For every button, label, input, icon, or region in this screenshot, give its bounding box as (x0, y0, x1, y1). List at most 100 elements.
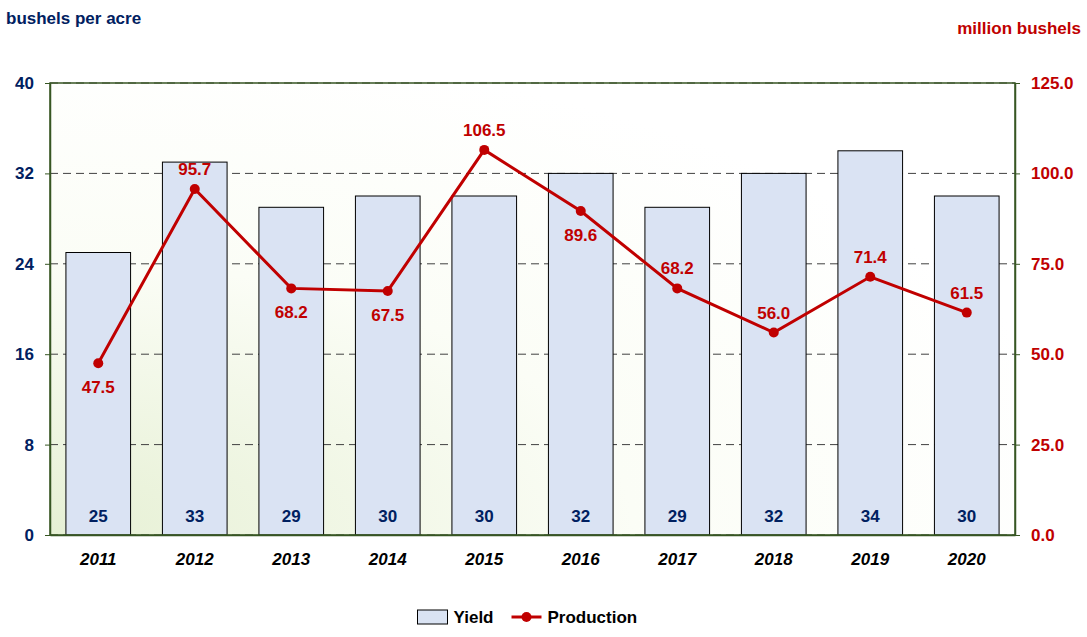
tick: 2014 (368, 535, 407, 569)
marks (66, 145, 999, 535)
tick: 0.0 (1015, 526, 1055, 545)
tick-label: 2017 (657, 550, 697, 569)
line-label: 95.7 (178, 160, 211, 179)
bar (741, 173, 806, 535)
y-axis: 0 8 16 24 32 40 (15, 74, 50, 545)
axis-line (51, 535, 1016, 537)
legend-marker (522, 612, 532, 622)
tick-label: 2015 (464, 550, 503, 569)
tick: 125.0 (1015, 74, 1074, 93)
bar (934, 196, 999, 535)
bar-label: 29 (668, 507, 687, 526)
line-label: 106.5 (463, 121, 506, 140)
marker (383, 286, 393, 296)
marker (672, 283, 682, 293)
tick: 2013 (271, 535, 310, 569)
tick: 75.0 (1015, 255, 1064, 274)
tick-label: 2020 (947, 550, 986, 569)
y2-axis: 0.0 25.0 50.0 75.0 100.0 125.0 (1015, 74, 1074, 545)
bar (838, 151, 903, 535)
grid (50, 83, 1015, 535)
plot-frame (50, 83, 1015, 535)
bar-label: 33 (185, 507, 204, 526)
tick-mark (1015, 535, 1020, 536)
line-label: 56.0 (757, 304, 790, 323)
marker (576, 206, 586, 216)
axis-line (1015, 84, 1017, 536)
tick-label: 2018 (754, 550, 793, 569)
tick-mark (45, 535, 50, 536)
line-label: 68.2 (275, 303, 308, 322)
tick-label: 2013 (271, 550, 310, 569)
tick-label: 2016 (561, 550, 600, 569)
bar (452, 196, 517, 535)
line-label: 47.5 (82, 378, 115, 397)
bar (355, 196, 420, 535)
tick-mark (1015, 83, 1020, 84)
line-label: 68.2 (661, 259, 694, 278)
tick-label: 40 (15, 74, 34, 93)
marker (769, 328, 779, 338)
tick: 2012 (175, 535, 214, 569)
tick-label: 32 (15, 164, 34, 183)
tick: 24 (15, 255, 50, 274)
legend-label: Yield (454, 608, 494, 627)
tick-label: 0.0 (1031, 526, 1055, 545)
bar (66, 253, 131, 536)
tick-mark (45, 83, 50, 84)
bar-label: 30 (378, 507, 397, 526)
tick: 0 (25, 526, 50, 545)
line-label: 67.5 (371, 306, 404, 325)
bar-label: 32 (764, 507, 783, 526)
tick-label: 2019 (850, 550, 889, 569)
tick-mark (45, 173, 50, 174)
tick-mark (1015, 173, 1020, 174)
tick-label: 16 (15, 345, 34, 364)
tick-mark (1015, 354, 1020, 355)
tick: 8 (25, 436, 50, 455)
tick: 2019 (850, 535, 889, 569)
tick: 16 (15, 345, 50, 364)
y-axis-title: bushels per acre (6, 9, 141, 28)
tick-mark (45, 445, 50, 446)
marker (865, 272, 875, 282)
bar-label: 29 (282, 507, 301, 526)
legend-swatch (418, 610, 448, 624)
bar-label: 30 (475, 507, 494, 526)
bar-label: 32 (571, 507, 590, 526)
line-label: 61.5 (950, 284, 983, 303)
tick-label: 2011 (79, 550, 117, 569)
tick: 100.0 (1015, 164, 1074, 183)
tick-label: 0 (25, 526, 34, 545)
tick-label: 125.0 (1031, 74, 1074, 93)
marker (962, 308, 972, 318)
marker (190, 184, 200, 194)
tick: 40 (15, 74, 50, 93)
bar-label: 25 (89, 507, 108, 526)
bar (645, 207, 710, 535)
bar-label: 30 (957, 507, 976, 526)
tick-label: 2014 (368, 550, 407, 569)
tick-label: 100.0 (1031, 164, 1074, 183)
tick: 50.0 (1015, 345, 1064, 364)
marker (479, 145, 489, 155)
tick-label: 75.0 (1031, 255, 1064, 274)
marker (93, 358, 103, 368)
tick: 25.0 (1015, 436, 1064, 455)
line-label: 71.4 (854, 248, 888, 267)
tick-mark (1015, 264, 1020, 265)
legend-label: Production (548, 608, 638, 627)
tick-label: 2012 (175, 550, 214, 569)
line-label: 89.6 (564, 226, 597, 245)
tick-label: 24 (15, 255, 34, 274)
tick-mark (45, 354, 50, 355)
bar-label: 34 (861, 507, 880, 526)
tick: 32 (15, 164, 50, 183)
tick-label: 25.0 (1031, 436, 1064, 455)
bar (259, 207, 324, 535)
bar (162, 162, 227, 535)
tick: 2016 (561, 535, 600, 569)
tick: 2011 (79, 535, 117, 569)
tick-mark (1015, 445, 1020, 446)
chart: 25 33 29 30 30 32 29 32 34 30 47.5 95.7 68.2 67.5 106.… (0, 0, 1087, 637)
